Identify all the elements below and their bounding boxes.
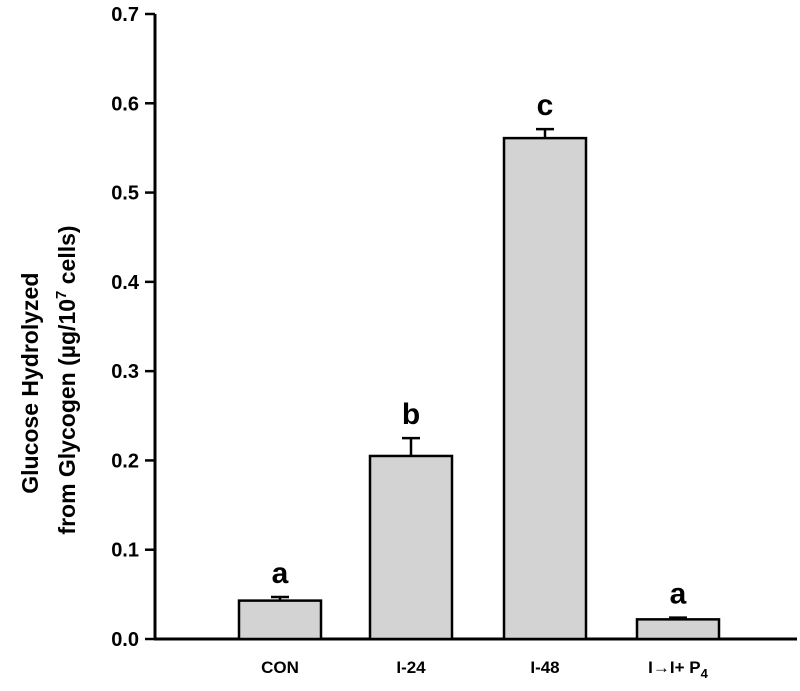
x-tick-label-text: I-48 bbox=[530, 658, 559, 677]
x-tick-label: CON bbox=[261, 658, 299, 677]
y-tick-label: 0.6 bbox=[111, 93, 139, 115]
y-tick-label: 0.3 bbox=[111, 361, 139, 383]
x-tick-label-text: I→I+ P bbox=[648, 658, 700, 677]
y-tick-label: 0.5 bbox=[111, 183, 139, 205]
x-tick-label-text: I-24 bbox=[396, 658, 426, 677]
bar bbox=[502, 136, 588, 641]
chart-axes bbox=[153, 14, 797, 641]
bar bbox=[237, 599, 323, 641]
chart-error-bars bbox=[271, 127, 687, 620]
chart-ticks: 0.0 0.1 0.2 0.3 0.4 0.5 0.6 0.7 bbox=[111, 4, 155, 651]
y-axis-label-line2-suffix: cells) bbox=[54, 225, 80, 290]
x-tick-label-subscript: 4 bbox=[701, 666, 709, 681]
significance-label: a bbox=[670, 578, 687, 611]
x-tick-label: I→I+ P4 bbox=[648, 658, 708, 681]
y-tick-label: 0.2 bbox=[111, 450, 139, 472]
x-tick-label-text: CON bbox=[261, 658, 299, 677]
y-tick-label: 0.4 bbox=[111, 272, 140, 294]
x-tick-label: I-48 bbox=[530, 658, 559, 677]
x-tick-label: I-24 bbox=[396, 658, 426, 677]
y-tick-label: 0.0 bbox=[111, 629, 139, 651]
bar bbox=[368, 454, 454, 641]
y-axis-label-line2-prefix: from Glycogen (µg/10 bbox=[54, 299, 80, 535]
y-axis-label-line2-exponent: 7 bbox=[53, 291, 70, 299]
chart-bars bbox=[237, 136, 721, 641]
significance-label: b bbox=[402, 398, 420, 431]
significance-label: c bbox=[537, 89, 554, 122]
y-tick-label: 0.7 bbox=[111, 4, 139, 26]
chart-labels: a CON b I-24 c I-48 a I→I+ P4 bbox=[261, 89, 708, 681]
y-axis-label: Glucose Hydrolyzed from Glycogen (µg/107… bbox=[17, 225, 80, 534]
significance-label: a bbox=[272, 557, 289, 590]
y-tick-label: 0.1 bbox=[111, 540, 139, 562]
bar bbox=[635, 618, 721, 641]
y-axis-label-line1: Glucose Hydrolyzed bbox=[17, 273, 43, 494]
